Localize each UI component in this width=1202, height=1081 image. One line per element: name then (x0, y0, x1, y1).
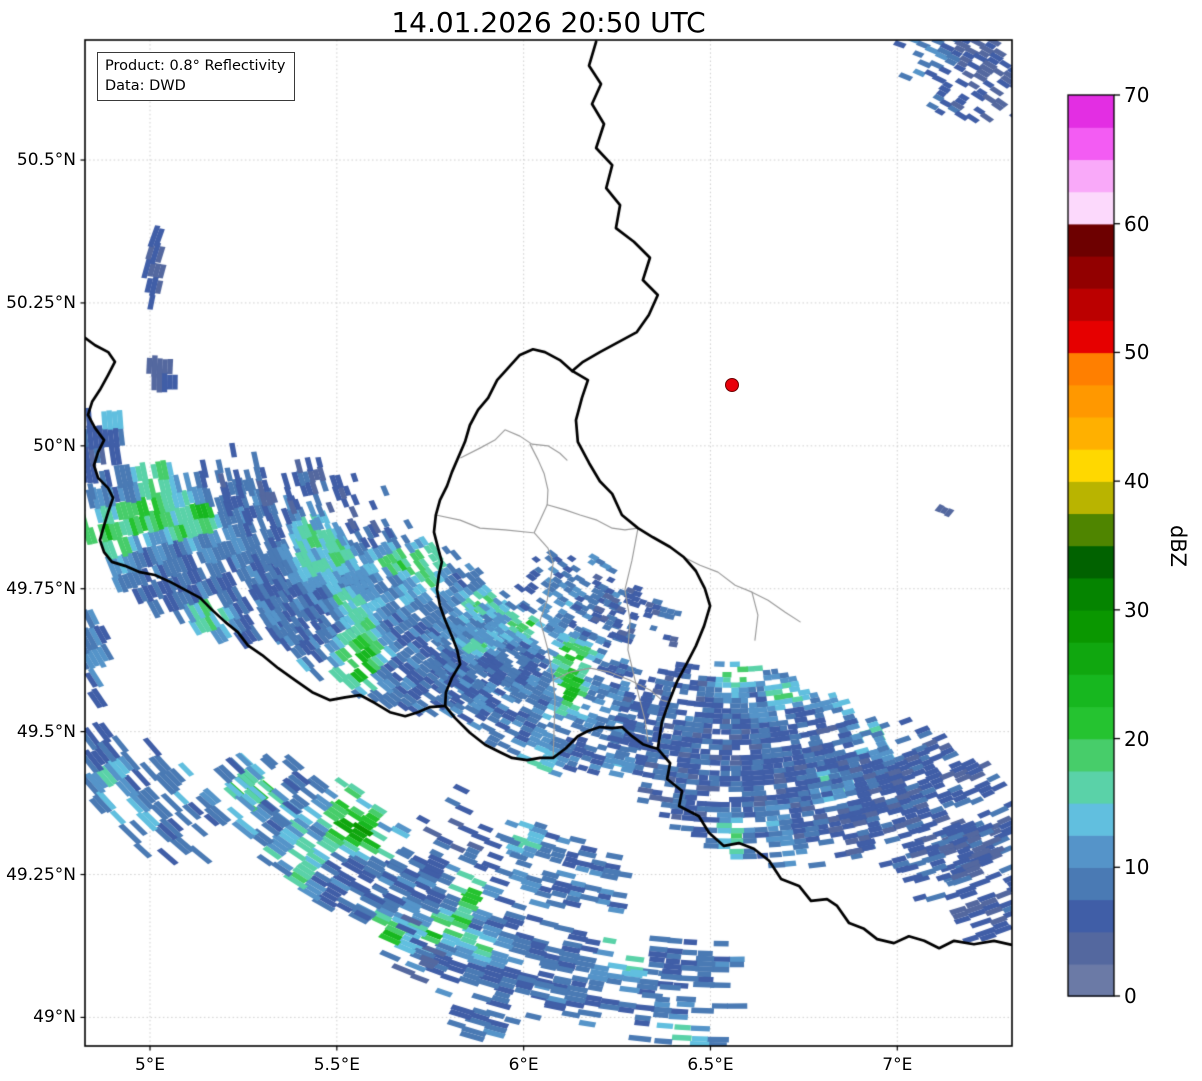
x-tick-label: 6.5°E (687, 1055, 734, 1075)
x-tick-label: 5°E (134, 1055, 166, 1075)
x-tick-label: 7°E (882, 1055, 913, 1075)
x-tick-label: 5.5°E (313, 1055, 360, 1075)
colorbar-axis-label: dBZ (1166, 524, 1190, 568)
colorbar-tick-label: 60 (1124, 211, 1150, 236)
product-line: Product: 0.8° Reflectivity (105, 58, 286, 74)
y-tick-label: 49.75°N (6, 578, 76, 599)
y-tick-label: 50°N (33, 435, 76, 456)
colorbar-tick-label: 50 (1124, 340, 1150, 365)
colorbar-tick-label: 0 (1124, 984, 1137, 1008)
figure-title: 14.01.2026 20:50 UTC (391, 6, 706, 39)
radar-site-marker (725, 378, 740, 393)
y-tick-label: 50.25°N (6, 292, 76, 313)
colorbar-tick-label: 40 (1124, 469, 1150, 494)
y-tick-label: 50.5°N (16, 150, 76, 171)
y-tick-label: 49°N (33, 1007, 76, 1028)
colorbar-tick-label: 10 (1124, 855, 1150, 880)
colorbar-tick-label: 30 (1124, 597, 1150, 622)
product-info-box: Product: 0.8° Reflectivity Data: DWD (97, 52, 296, 101)
y-tick-label: 49.25°N (6, 864, 76, 885)
x-tick-label: 6°E (508, 1055, 539, 1075)
data-source-line: Data: DWD (105, 78, 186, 94)
colorbar-tick-label: 20 (1124, 726, 1150, 751)
y-tick-label: 49.5°N (16, 721, 76, 742)
colorbar-tick-label: 70 (1124, 83, 1150, 107)
